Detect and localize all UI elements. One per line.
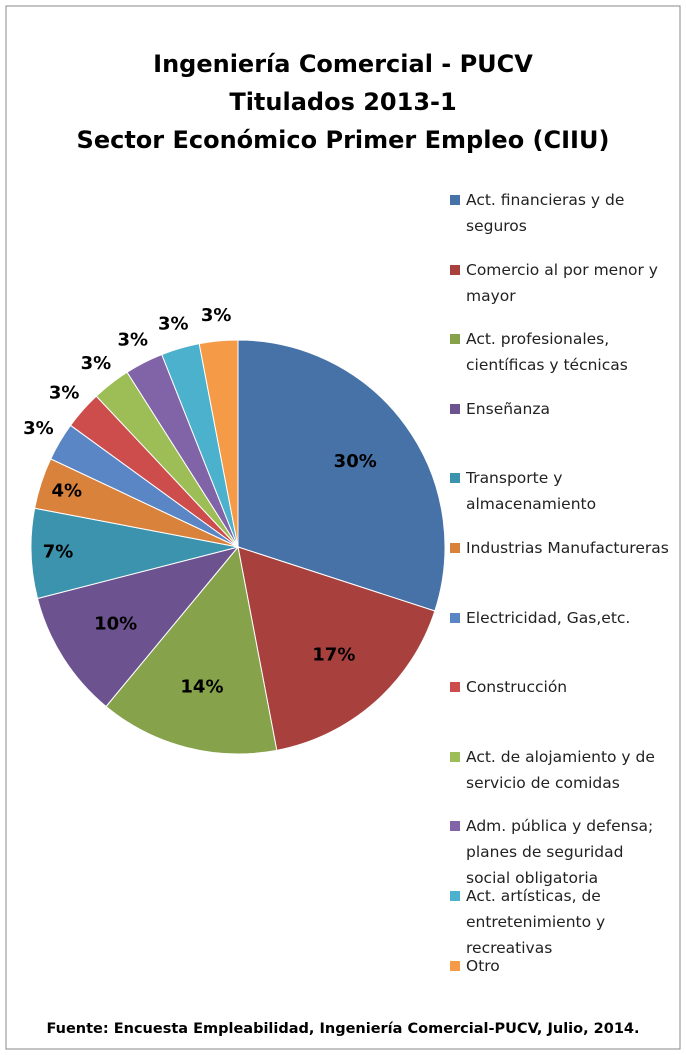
chart-title: Sector Económico Primer Empleo (CIIU) <box>77 126 610 154</box>
value-label: 3% <box>49 383 80 404</box>
legend-label: Comercio al por menor y mayor <box>466 260 658 305</box>
source-note: Fuente: Encuesta Empleabilidad, Ingenier… <box>46 1021 640 1037</box>
legend-swatch <box>450 334 460 345</box>
pie-slice <box>105 545 278 755</box>
value-label: 3% <box>158 313 189 334</box>
pie-slice <box>237 339 446 612</box>
legend-label: Otro <box>466 956 500 975</box>
legend-swatch <box>450 751 460 762</box>
value-label: 17% <box>312 645 355 666</box>
legend-swatch <box>450 264 460 275</box>
legend-label: Electricidad, Gas,etc. <box>466 608 631 627</box>
legend-swatch <box>450 543 460 553</box>
legend-label: Transporte y almacenamiento <box>466 469 597 514</box>
value-label: 3% <box>23 418 54 439</box>
legend-swatch <box>450 891 460 901</box>
value-label: 30% <box>334 451 377 472</box>
value-label: 3% <box>201 305 232 326</box>
legend-swatch <box>450 960 460 971</box>
pie-slice <box>198 339 239 548</box>
chart-title: Titulados 2013-1 <box>229 88 456 116</box>
legend-swatch <box>450 403 460 414</box>
legend-label: Act. de alojamiento y de servicio de com… <box>466 747 655 792</box>
legend-swatch <box>450 821 460 832</box>
value-label: 3% <box>81 353 112 374</box>
legend-swatch <box>450 612 460 623</box>
legend-label: Industrias Manufactureras <box>466 539 669 557</box>
legend-label: Enseñanza <box>466 399 551 418</box>
pie-slice <box>237 546 436 751</box>
legend-swatch <box>450 682 460 693</box>
legend-label: Act. artísticas, de entretenimiento y re… <box>466 887 606 957</box>
chart-title: Ingeniería Comercial - PUCV <box>153 50 533 78</box>
value-label: 10% <box>94 614 137 635</box>
legend-label: Act. profesionales, científicas y técnic… <box>466 330 628 375</box>
value-label: 4% <box>51 480 82 501</box>
legend-swatch <box>450 473 460 484</box>
legend-label: Adm. pública y defensa; planes de seguri… <box>466 817 654 888</box>
frame <box>5 5 681 1050</box>
value-label: 14% <box>180 676 223 697</box>
value-label: 7% <box>43 542 74 563</box>
legend-label: Act. financieras y de seguros <box>466 191 625 235</box>
legend-swatch <box>450 195 460 205</box>
value-label: 3% <box>117 329 148 350</box>
legend-label: Construcción <box>466 678 568 697</box>
pie-slice <box>36 546 240 708</box>
